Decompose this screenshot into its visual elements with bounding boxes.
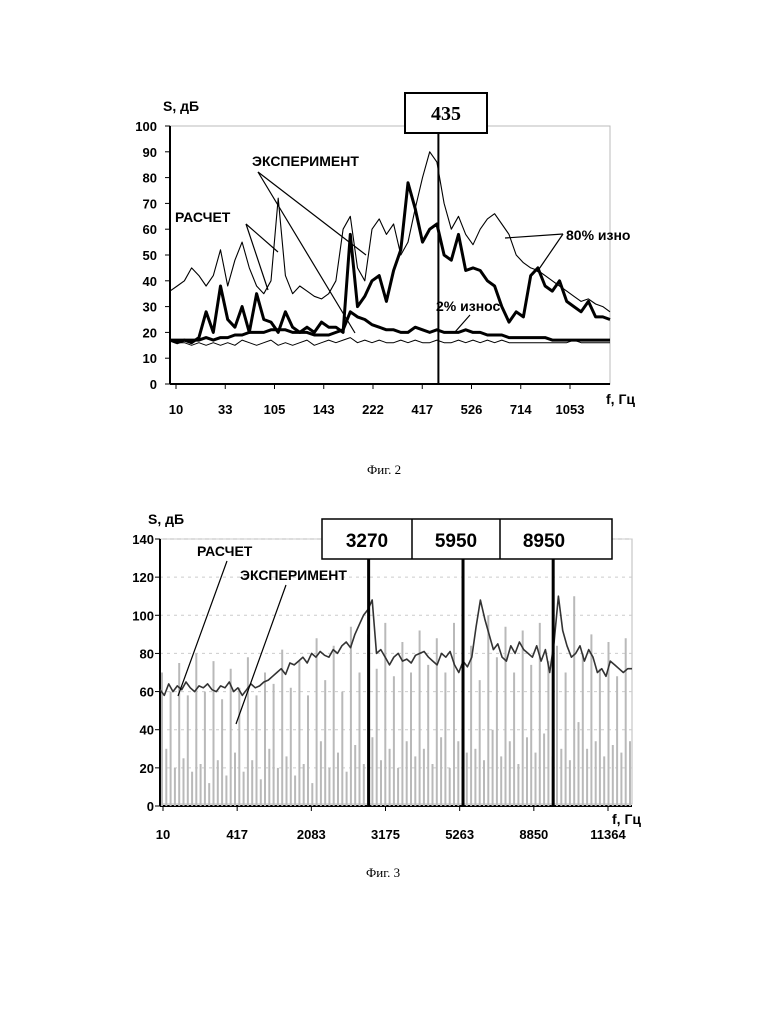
fig3-y-ticks: 0 20 40 60 80 100 120 140 [132,532,160,814]
fig2-x-tick-label: 714 [510,402,532,417]
fig2-annotation-wear2: 2% износ [436,298,501,314]
fig2-plot-frame [170,126,610,384]
chart-fig2: 0 10 20 30 40 50 60 70 80 90 100 10 33 105 143 222 417 5… [135,93,635,417]
fig2-x-tick-label: 10 [169,402,183,417]
fig2-x-tick-label: 417 [411,402,433,417]
fig3-marker-lines [369,559,554,806]
fig3-leader-lines [178,561,286,724]
chart-fig3: 0 20 40 60 80 100 120 140 10 417 2083 3175 5263 8850… [132,511,641,842]
fig3-x-tick-label: 3175 [371,827,400,842]
fig2-annotation-experiment: ЭКСПЕРИМЕНТ [252,153,359,169]
fig3-x-tick-label: 5263 [445,827,474,842]
fig3-y-tick-label: 60 [140,685,154,700]
fig2-y-tick-label: 50 [143,248,157,263]
fig2-x-ticks: 10 33 105 143 222 417 526 714 1053 [169,384,585,417]
fig3-x-tick-label: 417 [226,827,248,842]
fig3-y-axis-title: S, дБ [148,511,184,527]
fig2-y-tick-label: 100 [135,119,157,134]
fig3-x-tick-label: 11364 [590,827,626,842]
fig2-y-tick-label: 10 [143,351,157,366]
fig3-y-tick-label: 80 [140,646,154,661]
fig3-y-tick-label: 20 [140,761,154,776]
fig2-x-tick-label: 33 [218,402,232,417]
fig3-marker-label-3: 8950 [523,531,565,552]
fig3-y-tick-label: 100 [132,608,154,623]
fig2-y-tick-label: 70 [143,196,157,211]
fig3-y-tick-label: 140 [132,532,154,547]
fig2-y-tick-label: 90 [143,145,157,160]
fig3-x-ticks: 10 417 2083 3175 5263 8850 11364 [156,806,627,842]
fig2-y-tick-label: 60 [143,222,157,237]
fig2-marker-label: 435 [431,103,461,125]
figure-canvas: 0102030405060708090100 10331051432224175… [0,0,780,1011]
fig2-caption: Фиг. 2 [367,462,401,478]
fig2-annotation-calc: РАСЧЕТ [175,209,231,225]
fig3-marker-label-1: 3270 [346,531,388,552]
fig2-annotation-wear80: 80% изно [566,227,630,243]
fig3-annotation-experiment: ЭКСПЕРИМЕНТ [240,567,347,583]
fig3-y-tick-label: 0 [147,799,154,814]
fig3-x-tick-label: 10 [156,827,170,842]
fig3-annotation-calc: РАСЧЕТ [197,543,253,559]
fig3-caption: Фиг. 3 [366,865,400,881]
fig3-x-tick-label: 2083 [297,827,326,842]
fig3-series [160,596,632,806]
fig3-x-axis-title: f, Гц [612,811,641,827]
fig2-y-tick-label: 40 [143,274,157,289]
fig2-y-tick-label: 30 [143,300,157,315]
fig2-y-axis-title: S, дБ [163,98,199,114]
fig2-x-tick-label: 143 [313,402,335,417]
fig3-marker-label-2: 5950 [435,531,477,552]
fig3-y-tick-label: 40 [140,723,154,738]
fig2-y-ticks: 0 10 20 30 40 50 60 70 80 90 100 [135,119,170,392]
fig3-y-tick-label: 120 [132,570,154,585]
fig2-y-tick-label: 80 [143,171,157,186]
fig2-series [170,152,610,345]
fig2-x-tick-label: 1053 [556,402,585,417]
fig3-x-tick-label: 8850 [519,827,548,842]
fig2-x-tick-label: 526 [461,402,483,417]
fig2-x-tick-label: 105 [264,402,286,417]
fig2-y-tick-label: 20 [143,325,157,340]
fig2-x-tick-label: 222 [362,402,384,417]
fig2-y-tick-label: 0 [150,377,157,392]
fig2-x-axis-title: f, Гц [606,391,635,407]
